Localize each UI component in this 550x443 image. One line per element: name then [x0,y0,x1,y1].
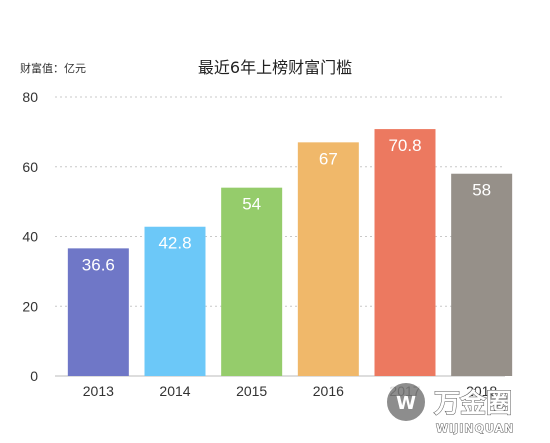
bar-value-label: 70.8 [388,136,421,155]
x-tick-label: 2013 [83,383,114,399]
bar-value-label: 67 [319,149,338,168]
bar-2017 [374,129,436,376]
x-tick-label: 2018 [466,383,497,399]
bar-2013 [67,248,129,376]
chart-title: 最近6年上榜财富门槛 [198,58,352,77]
y-tick-label: 40 [22,229,38,245]
bar-value-label: 58 [472,181,491,200]
y-tick-label: 20 [22,298,38,314]
y-tick-label: 80 [22,89,38,105]
watermark-text: 万金圈 [434,388,512,419]
y-axis-label: 财富值：亿元 [20,61,86,75]
bar-value-label: 42.8 [158,234,191,253]
bar-2016 [297,142,359,376]
y-axis-ticks: 0 20 40 60 80 [22,89,38,384]
x-tick-label: 2014 [159,383,190,399]
watermark-logo-glyph: W [396,393,416,414]
bar-value-label: 54 [242,195,261,214]
bar-2014 [144,226,206,376]
y-tick-label: 60 [22,159,38,175]
x-tick-label: 2016 [313,383,344,399]
watermark-logo-icon [385,381,427,423]
bar-2018 [451,173,513,376]
watermark-subtext: WIJINQUAN [436,422,514,435]
bar-value-label: 36.6 [82,255,115,274]
watermark: W 万金圈 WIJINQUAN [385,381,514,436]
y-tick-label: 0 [30,368,38,384]
bar-2015 [221,187,283,376]
x-tick-label: 2015 [236,383,267,399]
bars: 36.6 42.8 54 67 70.8 58 [67,129,513,376]
